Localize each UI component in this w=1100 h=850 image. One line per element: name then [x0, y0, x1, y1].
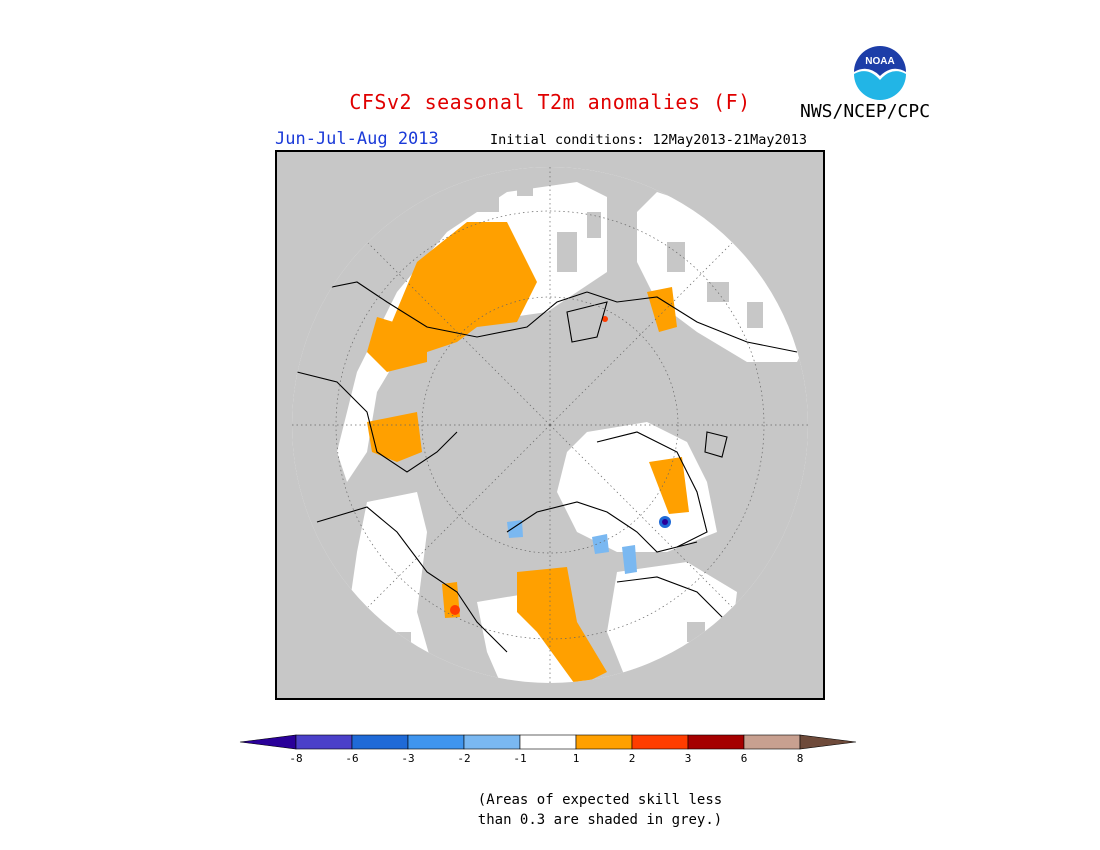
scale-tick-label: 8	[796, 752, 804, 765]
scale-tick-label: -8	[289, 752, 303, 765]
scale-tick-label: 1	[572, 752, 580, 765]
scale-tick-label: -2	[457, 752, 471, 765]
scale-bin	[351, 734, 409, 750]
skill-note-line-1: (Areas of expected skill less	[477, 792, 723, 808]
scale-tick-label: -3	[401, 752, 415, 765]
skill-note-line-2: than 0.3 are shaded in grey.)	[477, 812, 723, 828]
agency-label: NWS/NCEP/CPC	[800, 101, 931, 122]
scale-tick-label: 2	[628, 752, 636, 765]
scale-bin	[407, 734, 465, 750]
scale-tick-label: -1	[513, 752, 527, 765]
color-scale-labels: -8 -6 -3 -2 -1 1 2 3 6 8	[238, 752, 862, 768]
warm-anomaly-spots	[450, 316, 608, 615]
scale-bin	[631, 734, 689, 750]
strong-negative-spot	[659, 516, 671, 528]
scale-arrow-low	[239, 734, 297, 750]
scale-bin	[575, 734, 633, 750]
scale-bin	[743, 734, 801, 750]
map-title: CFSv2 seasonal T2m anomalies (F)	[349, 90, 751, 114]
noaa-logo-icon: NOAA	[850, 42, 910, 102]
scale-bin	[687, 734, 745, 750]
scale-arrow-high	[799, 734, 857, 750]
positive-anomaly-areas	[367, 167, 689, 683]
scale-bin	[295, 734, 353, 750]
forecast-period: Jun-Jul-Aug 2013	[275, 129, 439, 149]
noaa-logo-text: NOAA	[865, 56, 894, 67]
scale-tick-label: 3	[684, 752, 692, 765]
initial-conditions: Initial conditions: 12May2013-21May2013	[490, 132, 807, 148]
graticule	[292, 167, 808, 683]
negative-anomaly-areas	[507, 520, 637, 574]
polar-map	[275, 150, 825, 700]
scale-bin	[519, 734, 577, 750]
scale-tick-label: -6	[345, 752, 359, 765]
skill-note: (Areas of expected skill less than 0.3 a…	[470, 790, 730, 830]
scale-tick-label: 6	[740, 752, 748, 765]
scale-bin	[463, 734, 521, 750]
color-scale-bar	[239, 734, 857, 750]
